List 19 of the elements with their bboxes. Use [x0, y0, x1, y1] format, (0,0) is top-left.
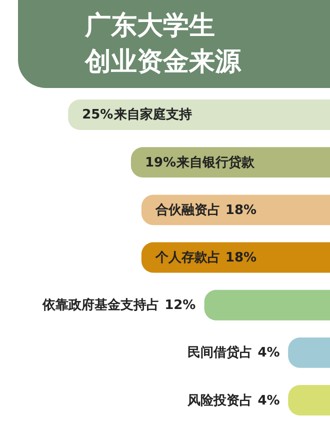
data-label: 4% — [258, 346, 280, 361]
y-tick-label: 民间借贷占 — [188, 344, 253, 361]
y-tick-label: 来自银行贷款 — [176, 154, 256, 170]
data-label: 18% — [225, 250, 257, 266]
data-label: 12% — [164, 298, 196, 314]
y-tick-label: 依靠政府基金支持占 — [42, 297, 160, 314]
data-label: 4% — [258, 393, 280, 408]
y-tick-label: 合伙融资占 — [154, 202, 220, 218]
y-tick-label: 个人存款占 — [154, 250, 220, 266]
data-label: 18% — [225, 202, 257, 218]
y-tick-label: 风险投资占 — [186, 393, 253, 408]
bar — [288, 337, 330, 368]
bar — [204, 290, 330, 320]
data-label: 19% — [144, 155, 176, 170]
y-tick-label: 来自家庭支持 — [112, 106, 192, 123]
bar — [288, 385, 330, 416]
data-label: 25% — [82, 108, 114, 123]
bar — [68, 100, 330, 130]
chart-title: 广东大学生创业资金来源 — [84, 11, 242, 77]
